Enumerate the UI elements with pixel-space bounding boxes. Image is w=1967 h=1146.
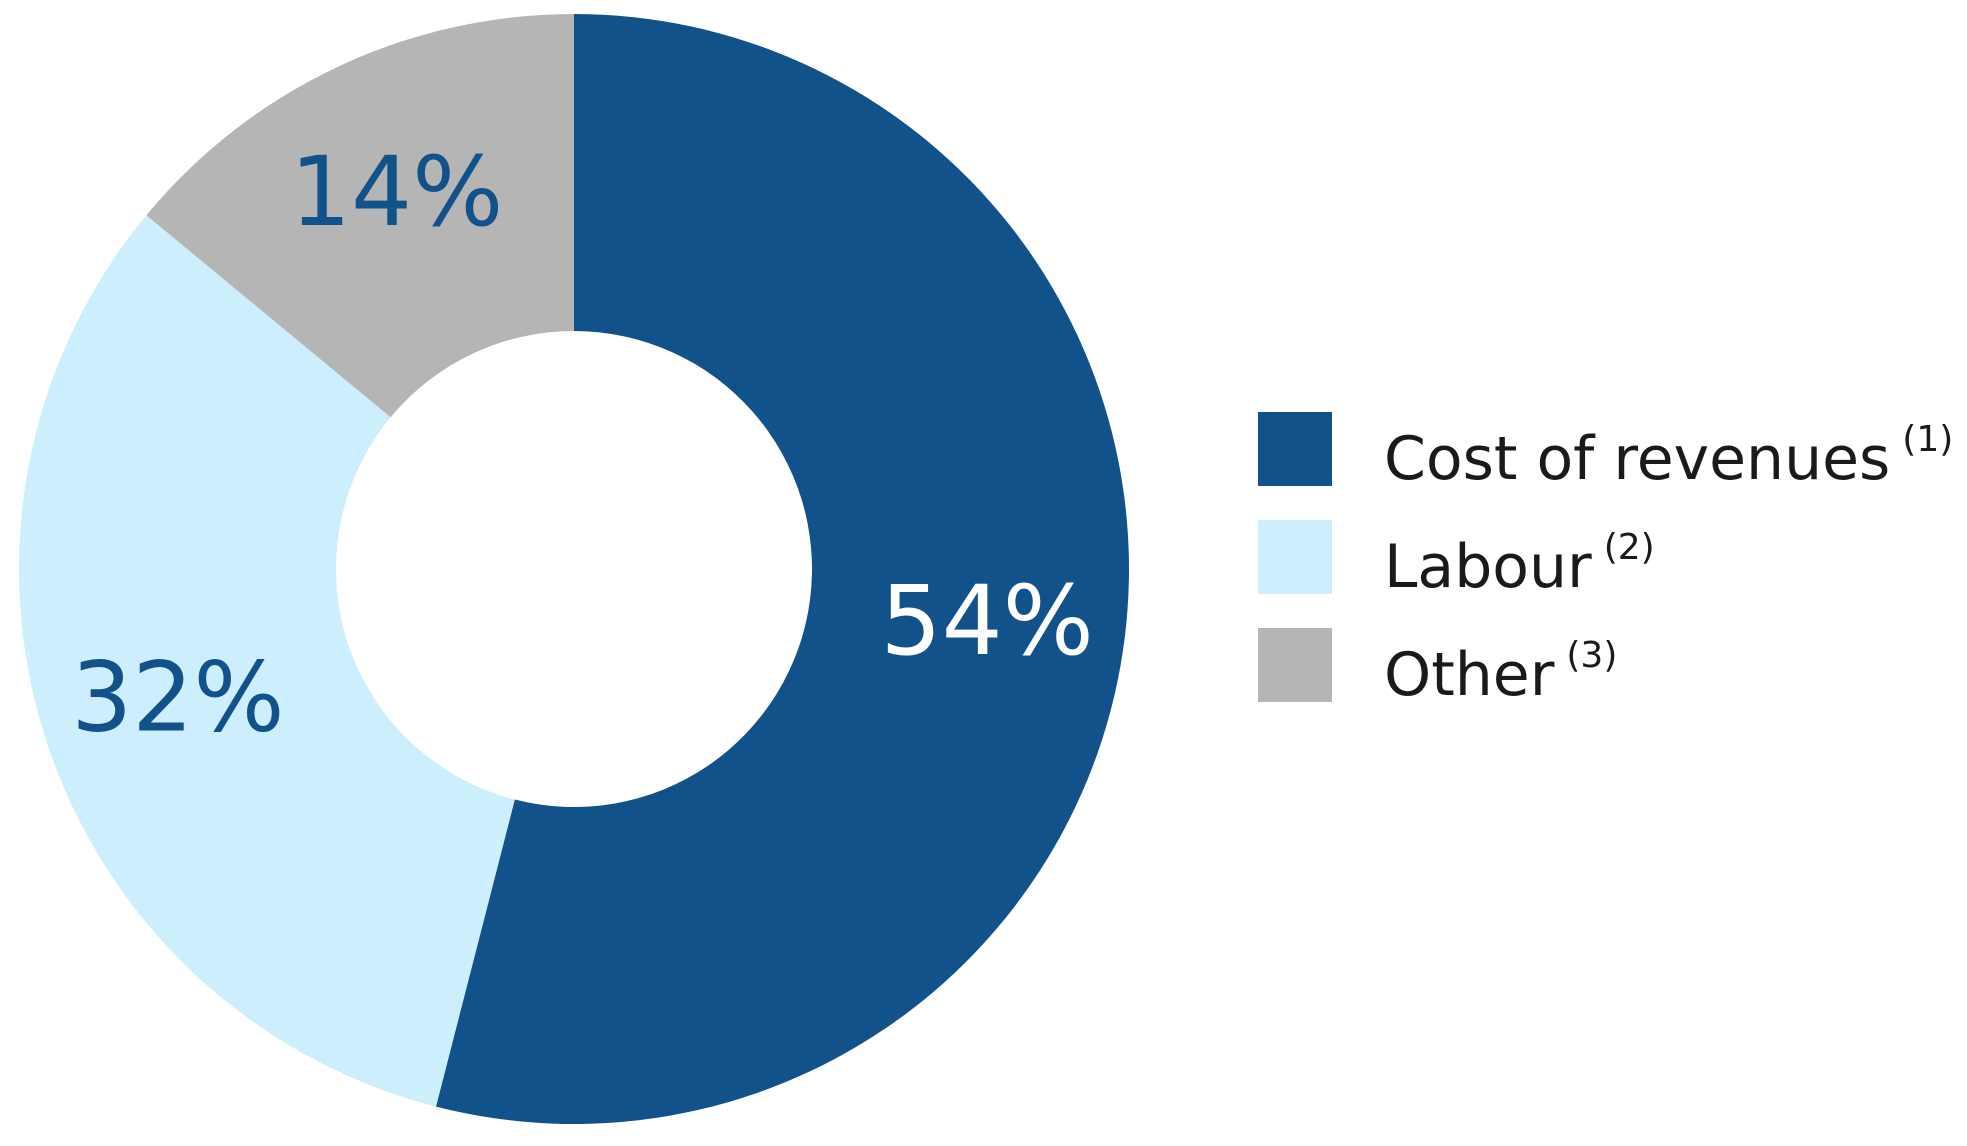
legend: Cost of revenues (1) Labour (2) Other (3) <box>1258 412 1953 736</box>
slice-label-other: 14% <box>290 136 503 248</box>
legend-text-labour: Labour <box>1384 531 1592 602</box>
legend-item-other: Other (3) <box>1258 628 1953 710</box>
slice-other <box>146 14 574 418</box>
legend-label-cost-of-revenues: Cost of revenues (1) <box>1384 403 1953 496</box>
slice-cost-of-revenues <box>435 14 1130 1124</box>
legend-swatch-labour <box>1258 520 1332 594</box>
legend-text-cost-of-revenues: Cost of revenues <box>1384 423 1891 494</box>
legend-item-cost-of-revenues: Cost of revenues (1) <box>1258 412 1953 494</box>
legend-label-other: Other (3) <box>1384 619 1617 712</box>
legend-text-other: Other <box>1384 639 1555 710</box>
legend-swatch-cost-of-revenues <box>1258 412 1332 486</box>
legend-label-labour: Labour (2) <box>1384 511 1655 604</box>
legend-swatch-other <box>1258 628 1332 702</box>
legend-footnote-1: (1) <box>1902 418 1954 460</box>
legend-footnote-3: (3) <box>1566 634 1618 676</box>
slice-label-labour: 32% <box>71 642 284 754</box>
legend-item-labour: Labour (2) <box>1258 520 1953 602</box>
slice-label-cost-of-revenues: 54% <box>881 565 1094 677</box>
slice-labour <box>18 215 515 1107</box>
legend-footnote-2: (2) <box>1603 526 1655 568</box>
